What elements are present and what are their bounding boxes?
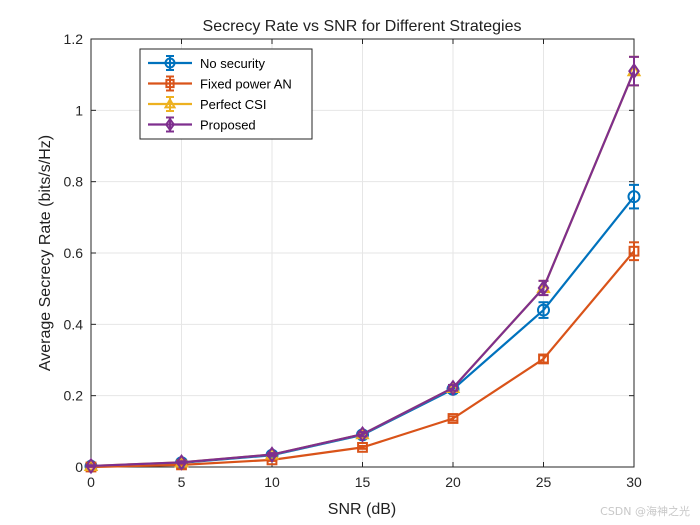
- chart-title: Secrecy Rate vs SNR for Different Strate…: [203, 18, 522, 35]
- legend-marker: [165, 78, 175, 89]
- y-tick-label: 0: [75, 459, 83, 475]
- data-point: [537, 279, 550, 297]
- data-point: [628, 62, 640, 80]
- x-tick-label: 30: [626, 474, 642, 490]
- series-proposed: [85, 55, 640, 475]
- legend-label: Fixed power AN: [200, 77, 292, 92]
- y-tick-label: 0.2: [64, 388, 84, 404]
- data-point: [266, 446, 278, 463]
- y-axis-label: Average Secrecy Rate (bits/s/Hz): [37, 135, 54, 371]
- data-point: [628, 245, 640, 257]
- y-tick-label: 1.2: [64, 31, 84, 47]
- data-point: [538, 353, 549, 365]
- data-point: [357, 441, 368, 453]
- legend-marker: [164, 57, 176, 69]
- data-point: [447, 413, 459, 424]
- y-tick-label: 0.4: [64, 316, 84, 332]
- data-point: [356, 425, 369, 443]
- legend-marker: [163, 97, 177, 109]
- data-point: [627, 190, 641, 204]
- y-tick-label: 0.8: [64, 174, 84, 190]
- x-tick-label: 15: [355, 474, 371, 490]
- legend-marker: [164, 117, 176, 132]
- legend-label: Proposed: [200, 118, 256, 133]
- data-point: [447, 379, 459, 397]
- x-tick-label: 5: [178, 474, 186, 490]
- x-tick-label: 10: [264, 474, 280, 490]
- data-point: [85, 457, 97, 475]
- x-axis-label: SNR (dB): [328, 501, 396, 518]
- data-point: [537, 303, 550, 317]
- x-tick-label: 25: [536, 474, 552, 490]
- data-point: [175, 454, 188, 471]
- legend-label: No security: [200, 56, 266, 71]
- x-tick-label: 0: [87, 474, 95, 490]
- data-point: [445, 380, 461, 393]
- x-tick-label: 20: [445, 474, 461, 490]
- y-tick-label: 1: [75, 102, 83, 118]
- plot-area: 0 5 10 15 20 25 30 0 0.2 0.4 0.6 0.8 1 1.2: [64, 31, 642, 490]
- legend-label: Perfect CSI: [200, 97, 266, 112]
- y-tick-label: 0.6: [64, 245, 84, 261]
- watermark: CSDN @海神之光: [600, 505, 690, 518]
- legend: No security Fixed power AN Perfect CSI Prop…: [139, 48, 313, 140]
